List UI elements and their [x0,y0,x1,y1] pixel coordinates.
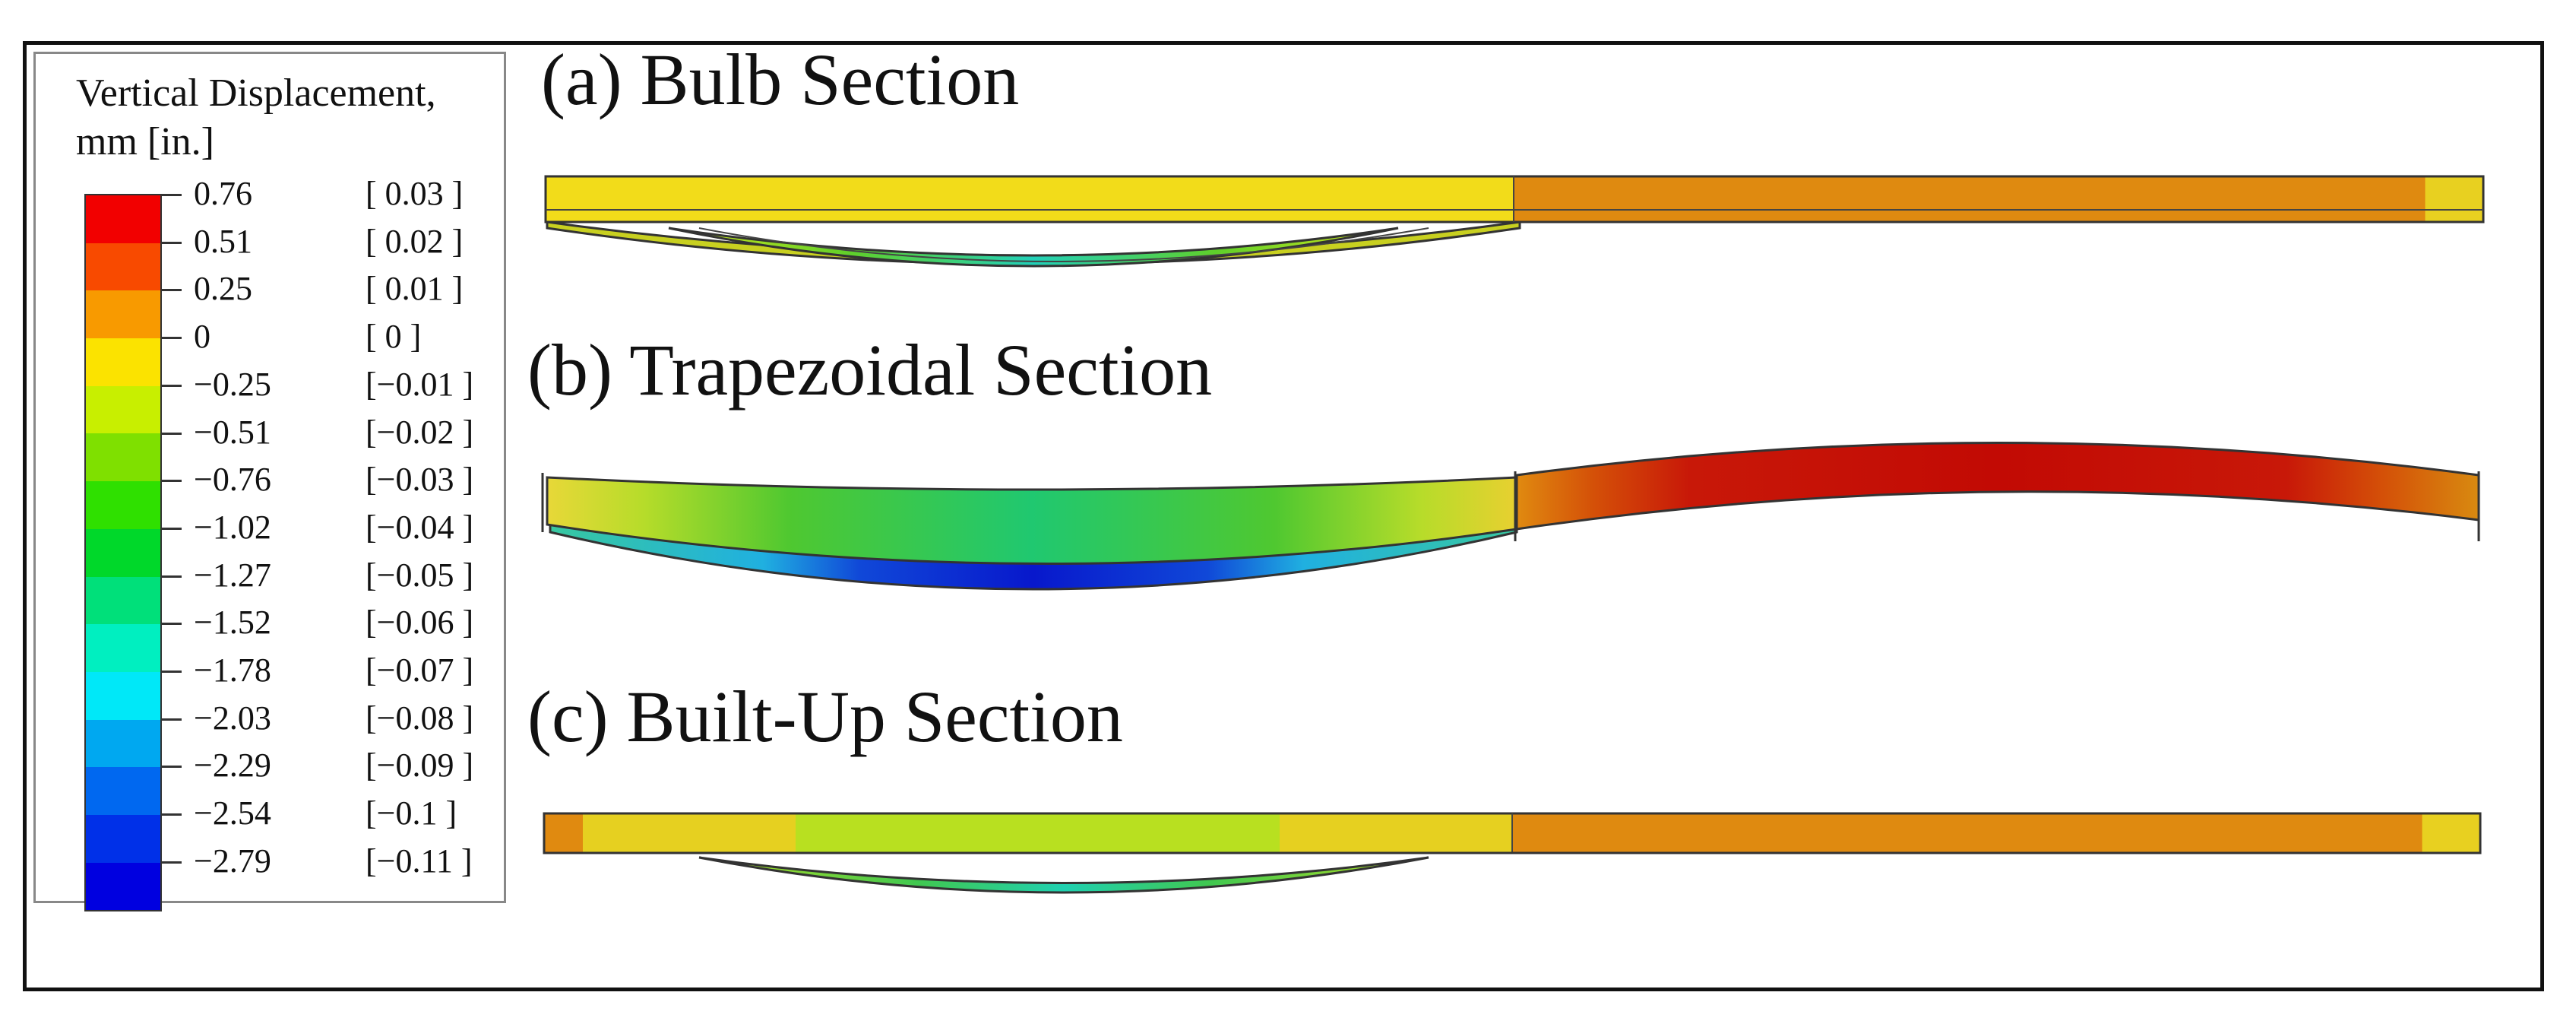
legend-value-mm: −1.78 [194,651,271,689]
beam-c-bulb [698,856,1429,894]
legend-value-in: [ 0 ] [366,318,422,356]
color-bar-swatch [86,433,160,482]
legend-value-in: [−0.04 ] [366,508,474,546]
legend-entry: −0.51 [−0.02 ] [160,414,495,482]
legend-value-mm: 0.76 [194,175,252,212]
legend-value-mm: 0.25 [194,270,252,308]
color-bar-swatch [86,195,160,243]
color-bar [84,194,162,912]
legend-entry: −0.25 [−0.01 ] [160,366,495,434]
legend-value-mm: −2.54 [194,794,271,832]
color-bar-swatch [86,243,160,291]
legend-entry: −2.03 [−0.08 ] [160,699,495,768]
legend-tick [160,337,182,340]
legend-entry: −1.78 [−0.07 ] [160,651,495,720]
legend-entry: 0.25 [ 0.01 ] [160,270,495,338]
color-bar-swatch [86,671,160,720]
legend-value-mm: −0.25 [194,365,271,403]
legend-value-mm: −2.03 [194,699,271,737]
legend-value-mm: −1.52 [194,604,271,642]
legend-tick [160,241,182,244]
legend-tick [160,527,182,530]
legend-tick [160,432,182,435]
beam-a-bulb [668,227,1399,268]
legend-value-in: [ 0.01 ] [366,270,464,308]
color-bar-swatch [86,814,160,863]
color-bar-swatch [86,290,160,339]
legend-value-in: [ 0.03 ] [366,175,464,212]
legend-value-in: [−0.02 ] [366,413,474,451]
legend-tick [160,718,182,721]
legend-tick [160,194,182,196]
caption-bulb-section: (a) Bulb Section [541,39,1020,120]
legend-value-in: [−0.07 ] [366,651,474,689]
legend-title-line1: Vertical Displacement, [76,71,436,115]
color-bar-swatch [86,719,160,768]
legend-title: Vertical Displacement, mm [in.] [76,69,436,166]
beam-built-up-section [543,812,2482,894]
legend-tick [160,384,182,387]
color-bar-swatch [86,385,160,434]
legend-value-in: [−0.06 ] [366,604,474,642]
legend-entry: 0.51 [ 0.02 ] [160,223,495,291]
legend-value-mm: −1.27 [194,556,271,594]
legend-value-mm: −0.76 [194,461,271,499]
legend-value-mm: −2.29 [194,747,271,785]
caption-trapezoidal-section: (b) Trapezoidal Section [527,329,1213,411]
legend-entry: 0.76 [ 0.03 ] [160,175,495,243]
beam-bulb-section [544,175,2485,268]
legend-entry: 0 [ 0 ] [160,318,495,386]
color-bar-swatch [86,481,160,529]
legend-value-in: [−0.05 ] [366,556,474,594]
beam-a-bulb-edge [698,227,1429,262]
legend-value-in: [−0.09 ] [366,747,474,785]
legend-value-mm: −0.51 [194,413,271,451]
legend-tick [160,671,182,673]
figure-frame [23,41,2544,991]
legend-title-line2: mm [in.] [76,120,214,163]
legend-entry: −0.76 [−0.03 ] [160,461,495,529]
legend-value-in: [−0.01 ] [366,365,474,403]
caption-built-up-section: (c) Built-Up Section [527,676,1123,757]
legend-value-in: [−0.1 ] [366,794,457,832]
beam-trapezoidal-section [541,442,2480,591]
beam-b-right-span [1515,442,2480,531]
legend-entry: −2.29 [−0.09 ] [160,747,495,815]
legend-value-mm: −1.02 [194,508,271,546]
legend-tick [160,289,182,292]
legend-entry: −1.02 [−0.04 ] [160,509,495,577]
legend-entry: −2.54 [−0.1 ] [160,794,495,863]
legend-value-in: [ 0.02 ] [366,222,464,260]
color-bar-swatch [86,338,160,386]
legend-tick [160,766,182,769]
color-bar-swatch [86,624,160,672]
color-bar-swatch [86,862,160,911]
legend-value-mm: −2.79 [194,842,271,880]
legend-tick [160,861,182,864]
legend-entry: −1.27 [−0.05 ] [160,556,495,625]
legend-value-mm: 0.51 [194,222,252,260]
legend-tick [160,623,182,626]
legend-entry: −2.79 [−0.11 ] [160,842,495,911]
legend-value-in: [−0.03 ] [366,461,474,499]
color-bar-swatch [86,576,160,625]
legend-entry: −1.52 [−0.06 ] [160,604,495,672]
legend-value-in: [−0.08 ] [366,699,474,737]
color-bar-swatch [86,528,160,577]
legend-tick [160,480,182,483]
color-bar-swatch [86,767,160,815]
legend-tick [160,575,182,578]
legend-value-in: [−0.11 ] [366,842,473,880]
legend-value-mm: 0 [194,318,210,356]
legend-tick [160,813,182,816]
legend: Vertical Displacement, mm [in.] 0.76 [ 0.… [33,52,506,912]
